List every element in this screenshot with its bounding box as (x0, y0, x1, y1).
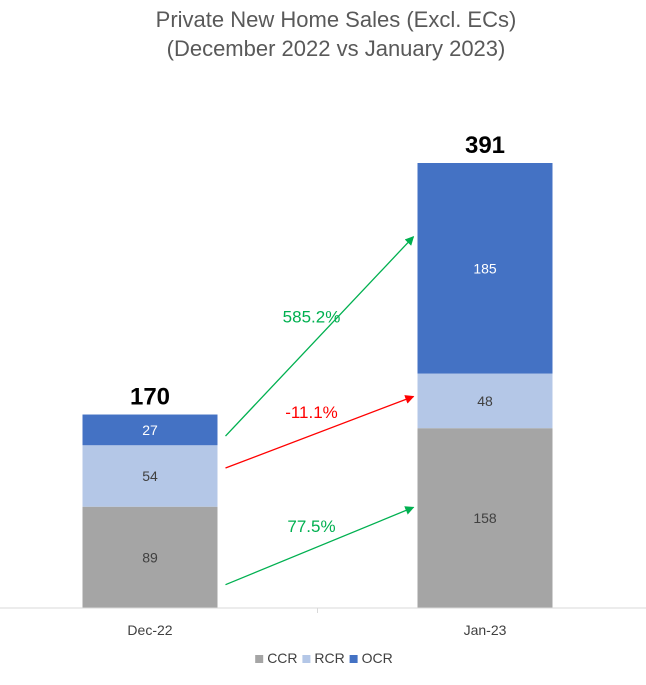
x-tick-label-jan-23: Jan-23 (464, 622, 507, 638)
legend-swatch-ocr (349, 655, 358, 663)
legend-swatch-rcr (302, 655, 311, 663)
x-tick-label-dec-22: Dec-22 (127, 622, 172, 638)
total-label-jan-23: 391 (465, 132, 505, 159)
data-label-rcr-dec-22: 54 (142, 468, 158, 484)
bar-segment-ccr-jan-23 (417, 428, 553, 608)
data-label-ccr-dec-22: 89 (142, 549, 158, 565)
bars-layer: 89 54 27 170 158 48 185 391 (82, 132, 553, 608)
change-arrow-ocr (225, 236, 415, 437)
chart-title-line-1: Private New Home Sales (Excl. ECs) (156, 7, 517, 32)
chart-title: Private New Home Sales (Excl. ECs) (Dece… (156, 7, 517, 61)
change-arrow-rcr (225, 395, 415, 469)
legend: CCR RCR OCR (255, 650, 393, 666)
change-label-ocr: 585.2% (283, 307, 341, 326)
data-label-rcr-jan-23: 48 (477, 393, 493, 409)
change-arrow-ccr (225, 506, 415, 586)
legend-label-ocr: OCR (362, 650, 393, 666)
total-label-dec-22: 170 (130, 384, 170, 411)
change-label-rcr: -11.1% (285, 403, 338, 422)
bar-segment-rcr-jan-23 (417, 373, 553, 429)
legend-label-rcr: RCR (314, 650, 344, 666)
change-label-ccr: 77.5% (287, 517, 335, 536)
chart-title-line-2: (December 2022 vs January 2023) (167, 36, 506, 61)
data-label-ocr-dec-22: 27 (142, 422, 158, 438)
bar-segment-ocr-jan-23 (417, 163, 553, 374)
annotations-layer: 585.2% -11.1% 77.5% (225, 236, 415, 586)
x-axis: Dec-22 Jan-23 (0, 607, 646, 638)
legend-swatch-ccr (255, 655, 264, 663)
bar-segment-ocr-dec-22 (82, 414, 218, 446)
bar-segment-ccr-dec-22 (82, 506, 218, 608)
data-label-ocr-jan-23: 185 (473, 260, 497, 276)
legend-label-ccr: CCR (267, 650, 297, 666)
data-label-ccr-jan-23: 158 (473, 510, 497, 526)
bar-segment-rcr-dec-22 (82, 445, 218, 507)
